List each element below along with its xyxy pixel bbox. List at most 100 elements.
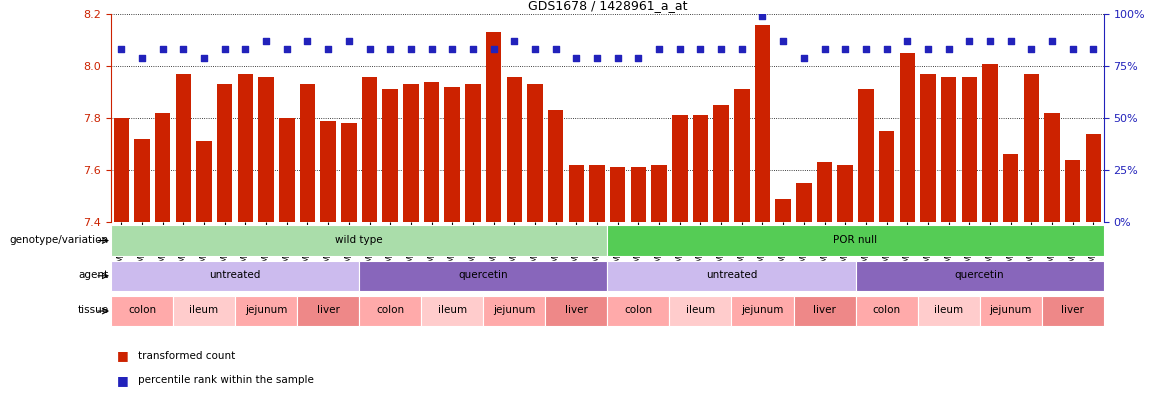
Point <box>547 46 565 53</box>
Point <box>505 38 523 45</box>
Bar <box>486 32 501 222</box>
Text: quercetin: quercetin <box>459 270 508 280</box>
Bar <box>607 225 1104 256</box>
Bar <box>155 113 171 222</box>
Bar <box>527 84 543 222</box>
Point <box>898 38 917 45</box>
Bar <box>920 74 936 222</box>
Point <box>1043 38 1062 45</box>
Point <box>360 46 378 53</box>
Point <box>443 46 461 53</box>
Point <box>918 46 937 53</box>
Bar <box>300 84 315 222</box>
Text: colon: colon <box>872 305 901 315</box>
Text: percentile rank within the sample: percentile rank within the sample <box>138 375 314 385</box>
Bar <box>173 296 235 326</box>
Point <box>939 46 958 53</box>
Bar <box>111 260 359 291</box>
Point <box>153 46 172 53</box>
Bar <box>484 296 545 326</box>
Text: jejunum: jejunum <box>742 305 784 315</box>
Point <box>174 46 193 53</box>
Point <box>609 55 627 61</box>
Point <box>485 46 503 53</box>
Point <box>753 13 772 19</box>
Point <box>464 46 482 53</box>
Text: jejunum: jejunum <box>989 305 1031 315</box>
Bar <box>1023 74 1040 222</box>
Point <box>856 46 875 53</box>
Point <box>732 46 751 53</box>
Bar <box>548 110 563 222</box>
Text: ileum: ileum <box>686 305 715 315</box>
Text: tissue: tissue <box>78 305 109 315</box>
Point <box>195 55 214 61</box>
Point <box>236 46 255 53</box>
Point <box>566 55 585 61</box>
Bar <box>816 162 833 222</box>
Bar <box>607 260 855 291</box>
Bar <box>693 115 708 222</box>
Bar <box>196 141 211 222</box>
Bar <box>111 225 607 256</box>
Bar <box>652 165 667 222</box>
Bar <box>237 74 253 222</box>
Point <box>298 38 317 45</box>
Bar <box>465 84 481 222</box>
Text: genotype/variation: genotype/variation <box>9 235 109 245</box>
Point <box>257 38 276 45</box>
Text: agent: agent <box>79 270 109 280</box>
Text: liver: liver <box>813 305 836 315</box>
Text: liver: liver <box>1062 305 1084 315</box>
Point <box>381 46 399 53</box>
Text: ■: ■ <box>117 374 128 387</box>
Bar <box>320 121 336 222</box>
Bar <box>858 90 874 222</box>
Bar <box>279 118 294 222</box>
Point <box>981 38 1000 45</box>
Point <box>319 46 338 53</box>
Text: quercetin: quercetin <box>955 270 1004 280</box>
Text: liver: liver <box>565 305 588 315</box>
Text: colon: colon <box>376 305 404 315</box>
Point <box>588 55 606 61</box>
Bar <box>362 77 377 222</box>
Point <box>1063 46 1082 53</box>
Bar <box>1044 113 1059 222</box>
Bar <box>235 296 297 326</box>
Text: wild type: wild type <box>335 235 383 245</box>
Bar <box>669 296 731 326</box>
Bar <box>672 115 688 222</box>
Bar <box>403 84 418 222</box>
Bar <box>359 260 607 291</box>
Bar <box>941 77 957 222</box>
Bar <box>424 82 439 222</box>
Bar <box>607 296 669 326</box>
Bar <box>855 296 918 326</box>
Bar <box>382 90 398 222</box>
Point <box>1084 46 1103 53</box>
Bar <box>1042 296 1104 326</box>
Bar <box>980 296 1042 326</box>
Bar <box>961 77 978 222</box>
Point <box>877 46 896 53</box>
Bar <box>1065 160 1080 222</box>
Bar <box>1086 134 1101 222</box>
Text: POR null: POR null <box>834 235 877 245</box>
Text: jejunum: jejunum <box>245 305 287 315</box>
Bar <box>545 296 607 326</box>
Bar <box>217 84 232 222</box>
Point <box>278 46 297 53</box>
Text: transformed count: transformed count <box>138 351 235 361</box>
Bar <box>134 139 150 222</box>
Bar <box>776 198 791 222</box>
Bar <box>1003 154 1018 222</box>
Point <box>960 38 979 45</box>
Text: ileum: ileum <box>189 305 218 315</box>
Text: colon: colon <box>625 305 653 315</box>
Point <box>774 38 793 45</box>
Bar <box>755 25 770 222</box>
Point <box>1022 46 1041 53</box>
Bar <box>734 90 750 222</box>
Bar <box>837 165 853 222</box>
